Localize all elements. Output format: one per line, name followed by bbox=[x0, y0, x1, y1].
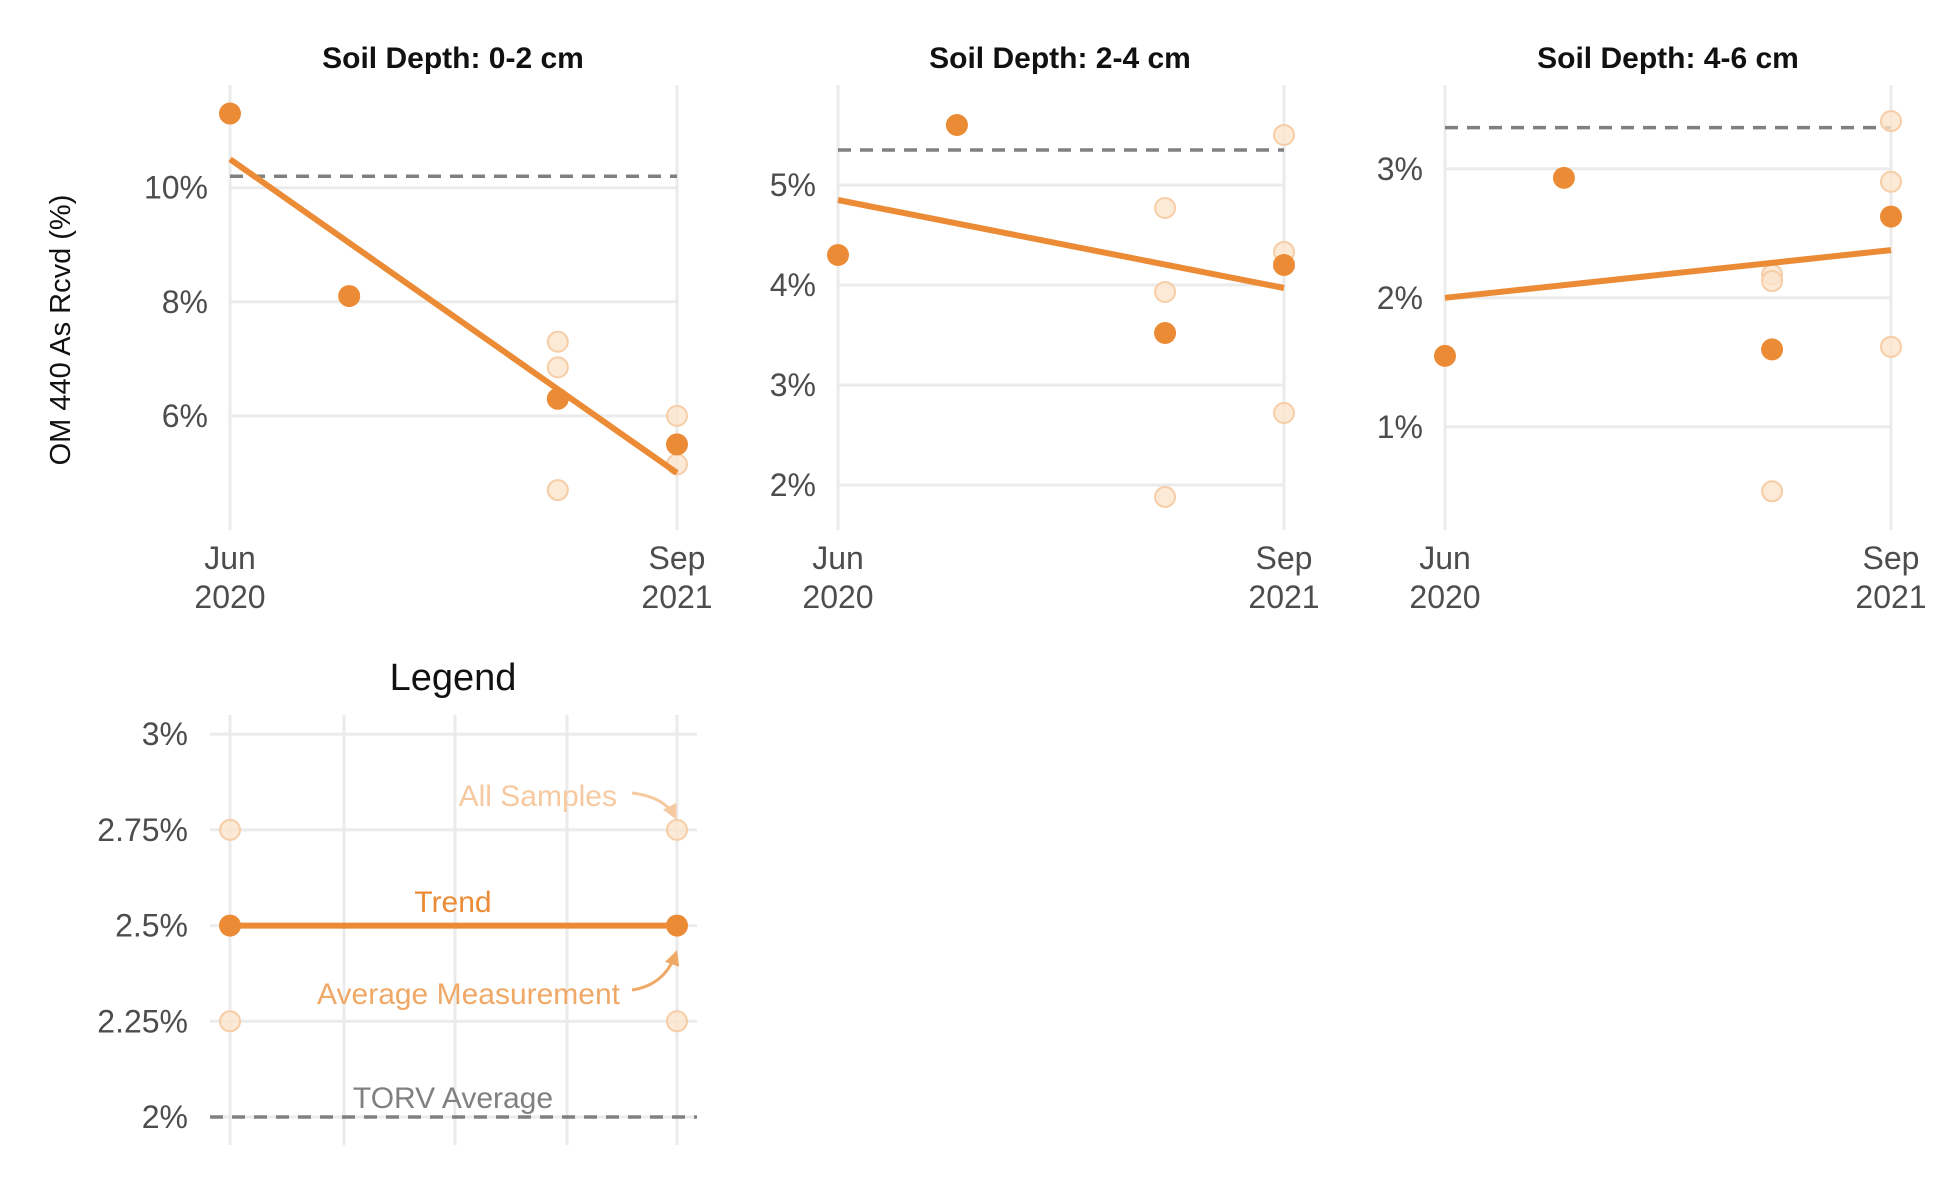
legend-title: Legend bbox=[390, 657, 517, 699]
average-point bbox=[219, 914, 241, 937]
y-tick-label: 2% bbox=[142, 1099, 188, 1135]
panel-title: Soil Depth: 0-2 cm bbox=[322, 42, 584, 75]
trend-line bbox=[228, 156, 679, 476]
sample-point bbox=[1880, 170, 1902, 193]
panel-title: Soil Depth: 2-4 cm bbox=[929, 42, 1191, 75]
trend-line bbox=[837, 197, 1285, 291]
x-tick-year: 2020 bbox=[802, 579, 873, 615]
y-tick-label: 2.5% bbox=[115, 908, 188, 944]
sample-point bbox=[1880, 335, 1902, 358]
y-tick-label: 2% bbox=[1377, 280, 1423, 316]
sample-point bbox=[219, 1010, 241, 1033]
sample-point bbox=[666, 818, 688, 841]
x-tick-year: 2021 bbox=[1855, 579, 1926, 615]
y-tick-label: 10% bbox=[144, 170, 208, 206]
y-tick-label: 5% bbox=[770, 167, 816, 203]
sample-point bbox=[1273, 402, 1295, 424]
y-tick-label: 2% bbox=[770, 467, 816, 503]
average-point bbox=[827, 244, 849, 266]
panel-title: Soil Depth: 4-6 cm bbox=[1537, 42, 1799, 75]
y-tick-label: 3% bbox=[1377, 151, 1423, 187]
y-tick-label: 3% bbox=[142, 716, 188, 752]
trend-line bbox=[1444, 247, 1892, 301]
x-tick-year: 2020 bbox=[194, 579, 265, 615]
x-tick-month: Jun bbox=[204, 540, 256, 576]
average-measurement-arrow bbox=[631, 950, 680, 992]
average-point bbox=[1761, 338, 1784, 361]
y-axis-label: OM 440 As Rcvd (%) bbox=[45, 195, 77, 466]
sample-point bbox=[1154, 281, 1177, 303]
sample-point bbox=[219, 818, 241, 841]
x-tick-year: 2021 bbox=[1248, 579, 1319, 615]
sample-point bbox=[1273, 124, 1295, 146]
y-tick-label: 2.25% bbox=[97, 1003, 188, 1039]
average-point bbox=[219, 102, 241, 125]
all-samples-arrow bbox=[631, 791, 677, 820]
torv-average-annotation: TORV Average bbox=[353, 1082, 553, 1115]
average-point bbox=[1154, 322, 1177, 344]
y-tick-label: 8% bbox=[162, 284, 208, 320]
sample-point bbox=[666, 404, 688, 427]
trend-annotation: Trend bbox=[414, 886, 491, 919]
y-tick-label: 1% bbox=[1377, 409, 1423, 445]
y-tick-label: 2.75% bbox=[97, 812, 188, 848]
y-tick-label: 3% bbox=[770, 367, 816, 403]
average-point bbox=[666, 433, 688, 456]
x-tick-month: Sep bbox=[1863, 540, 1920, 576]
sample-point bbox=[1761, 480, 1784, 503]
average-point bbox=[1552, 166, 1575, 189]
average-point bbox=[1434, 344, 1456, 367]
x-tick-month: Sep bbox=[1256, 540, 1313, 576]
sample-point bbox=[546, 479, 569, 502]
sample-point bbox=[1154, 197, 1177, 219]
plot-area: 2% 2.25% 2.5% 2.75% 3% bbox=[97, 715, 697, 1145]
panel-legend: Legend 2% 2.25% 2.5% 2.75% 3% All Samples Tr… bbox=[97, 657, 697, 1145]
sample-point bbox=[1154, 486, 1177, 508]
average-point bbox=[546, 387, 569, 410]
average-point bbox=[1880, 205, 1902, 228]
average-point bbox=[338, 285, 361, 308]
x-tick-month: Jun bbox=[812, 540, 864, 576]
sample-point bbox=[666, 1010, 688, 1033]
y-tick-label: 6% bbox=[162, 398, 208, 434]
x-tick-year: 2021 bbox=[641, 579, 712, 615]
average-measurement-annotation: Average Measurement bbox=[317, 978, 621, 1011]
average-point bbox=[945, 114, 968, 136]
y-tick-label: 4% bbox=[770, 267, 816, 303]
sample-point bbox=[546, 356, 569, 379]
average-point bbox=[1273, 254, 1295, 276]
sample-point bbox=[1761, 270, 1784, 293]
sample-point bbox=[546, 330, 569, 353]
x-tick-year: 2020 bbox=[1409, 579, 1480, 615]
x-tick-month: Sep bbox=[649, 540, 706, 576]
all-samples-annotation: All Samples bbox=[459, 780, 617, 813]
sample-point bbox=[1880, 110, 1902, 133]
average-point bbox=[666, 914, 688, 937]
x-tick-month: Jun bbox=[1419, 540, 1471, 576]
